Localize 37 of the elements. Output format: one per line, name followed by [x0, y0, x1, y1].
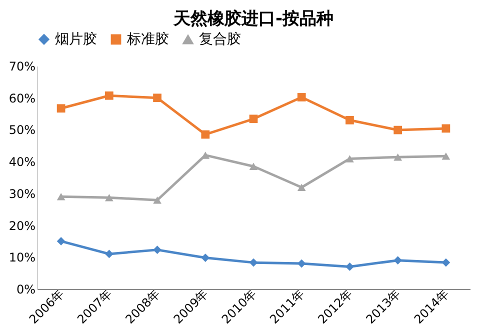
point	[346, 262, 354, 271]
point	[56, 104, 66, 113]
point	[104, 250, 114, 258]
y-tick-label: 10%	[8, 250, 36, 265]
y-tick-label: 30%	[8, 186, 36, 201]
point	[249, 114, 258, 124]
point	[346, 155, 354, 162]
point	[249, 258, 258, 267]
y-tick-label: 40%	[8, 155, 36, 170]
point	[104, 91, 114, 100]
point	[104, 194, 114, 202]
y-tick-label: 20%	[8, 218, 36, 233]
chart-title: 天然橡胶进口-按品种	[172, 9, 334, 29]
point	[201, 130, 210, 139]
legend-label: 复合胶	[199, 32, 241, 48]
point	[153, 196, 162, 204]
point	[201, 254, 210, 262]
point	[442, 152, 450, 160]
y-tick-label: 0%	[16, 282, 36, 296]
point	[442, 258, 450, 267]
point	[394, 153, 402, 161]
y-tick-label: 60%	[8, 91, 36, 106]
point	[153, 94, 162, 102]
legend-label: 标准胶	[126, 31, 169, 48]
y-tick-label: 70%	[8, 60, 36, 74]
point	[249, 162, 258, 170]
y-tick-label: 50%	[8, 123, 36, 138]
point	[56, 237, 66, 246]
legend-label: 烟片胶	[55, 31, 97, 48]
point	[394, 126, 402, 134]
point	[394, 256, 402, 265]
point	[297, 93, 306, 102]
point	[297, 184, 306, 191]
point	[56, 192, 66, 200]
point	[442, 124, 450, 133]
point	[346, 116, 354, 124]
point	[153, 246, 162, 254]
